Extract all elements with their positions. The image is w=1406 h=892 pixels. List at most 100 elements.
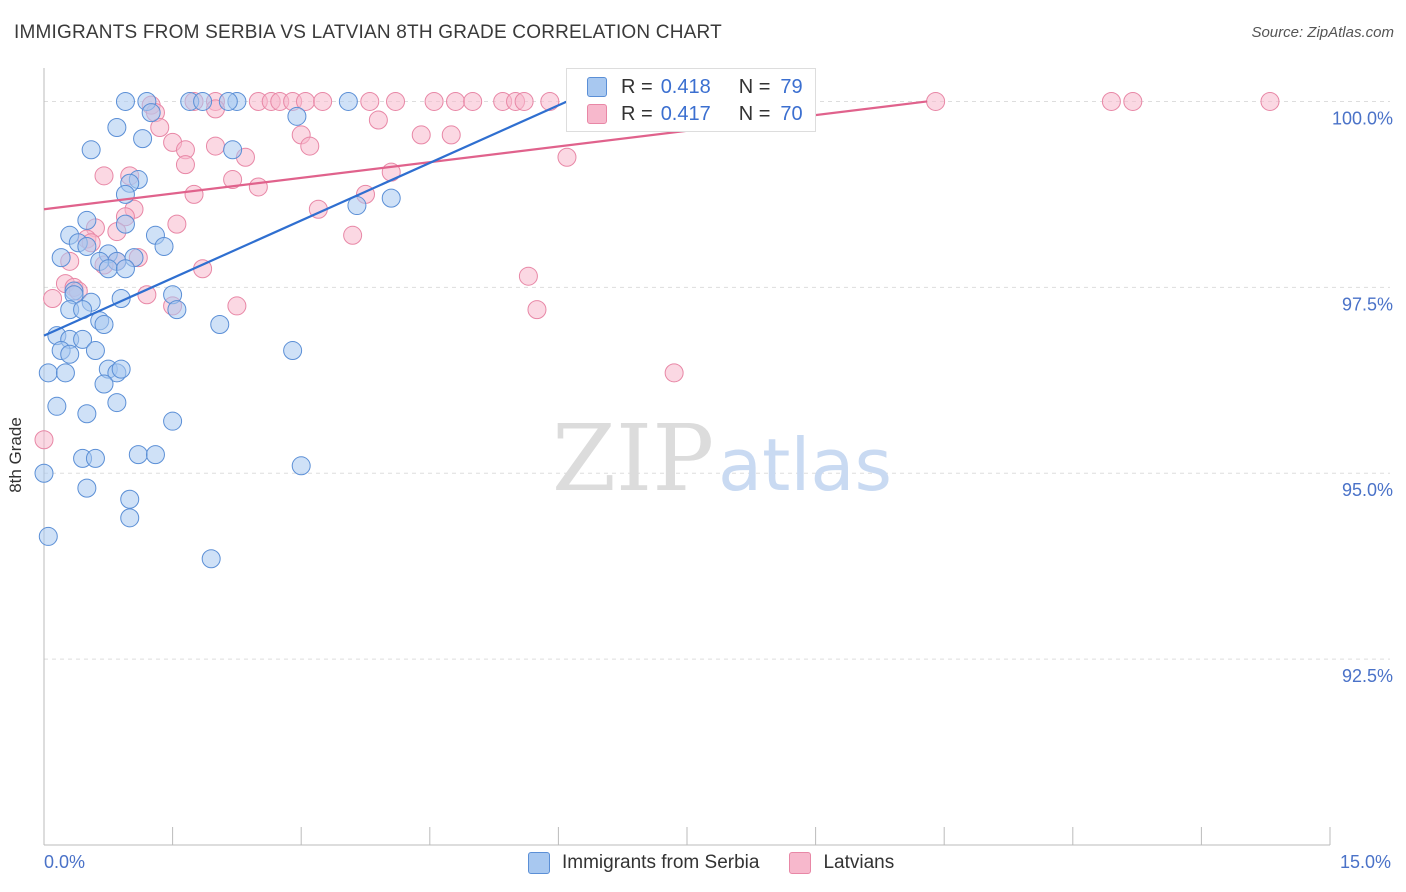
series-legend: Immigrants from Serbia Latvians xyxy=(528,852,924,874)
serbia-point xyxy=(34,463,54,483)
serbia-point xyxy=(338,91,358,111)
serbia-point xyxy=(94,374,114,394)
latvians-point xyxy=(463,91,483,111)
serbia-point xyxy=(111,359,131,379)
source-credit: Source: ZipAtlas.com xyxy=(1251,24,1394,41)
legend-row-latvians: R = 0.417 N = 70 xyxy=(587,102,803,126)
serbia-point xyxy=(107,117,127,137)
latvians-point xyxy=(223,170,243,190)
latvians-point xyxy=(514,91,534,111)
legend-label-serbia: Immigrants from Serbia xyxy=(562,852,760,873)
legend-swatch-blue xyxy=(587,77,607,97)
legend-n-value: 79 xyxy=(780,75,803,98)
latvians-point xyxy=(150,117,170,137)
y-tick-label: 97.5% xyxy=(1342,294,1393,314)
axes xyxy=(43,68,1331,846)
latvians-point xyxy=(313,91,333,111)
serbia-point xyxy=(120,489,140,509)
x-tick-label-min: 0.0% xyxy=(44,852,86,872)
serbia-point xyxy=(107,393,127,413)
latvians-point xyxy=(368,110,388,130)
serbia-point xyxy=(94,315,114,335)
serbia-point xyxy=(47,396,67,416)
latvians-point xyxy=(43,288,63,308)
serbia-point xyxy=(85,341,105,361)
serbia-point xyxy=(218,91,238,111)
serbia-point xyxy=(73,329,93,349)
y-tick-label: 95.0% xyxy=(1342,480,1393,500)
legend-r-label: R = xyxy=(621,75,653,98)
serbia-point xyxy=(77,236,97,256)
serbia-point xyxy=(381,188,401,208)
latvians-point xyxy=(557,147,577,167)
serbia-point xyxy=(115,214,135,234)
serbia-point xyxy=(51,248,71,268)
serbia-point xyxy=(145,445,165,465)
latvians-point xyxy=(540,91,560,111)
serbia-point xyxy=(210,315,230,335)
serbia-point xyxy=(115,259,135,279)
serbia-point xyxy=(167,300,187,320)
serbia-point xyxy=(81,140,101,160)
latvians-point xyxy=(360,91,380,111)
serbia-point xyxy=(60,344,80,364)
serbia-point xyxy=(115,91,135,111)
legend-n-label: N = xyxy=(738,102,771,125)
legend-n-label: N = xyxy=(738,75,771,98)
serbia-point xyxy=(283,341,303,361)
serbia-point xyxy=(163,411,183,431)
serbia-point xyxy=(38,526,58,546)
legend-swatch-blue xyxy=(528,852,550,874)
y-tick-label: 92.5% xyxy=(1342,666,1393,686)
y-tick-label: 100.0% xyxy=(1332,108,1393,128)
watermark-atlas: atlas xyxy=(718,423,892,507)
chart-title: IMMIGRANTS FROM SERBIA VS LATVIAN 8TH GR… xyxy=(14,22,722,43)
latvians-point xyxy=(1123,91,1143,111)
latvians-point xyxy=(1260,91,1280,111)
latvians-point xyxy=(343,225,363,245)
legend-item-latvians[interactable]: Latvians xyxy=(789,852,894,874)
serbia-point xyxy=(120,508,140,528)
legend-r-value: 0.417 xyxy=(660,102,711,125)
serbia-point xyxy=(201,549,221,569)
latvians-point xyxy=(248,177,268,197)
latvians-point xyxy=(446,91,466,111)
serbia-point xyxy=(77,478,97,498)
serbia-point xyxy=(77,404,97,424)
serbia-point xyxy=(223,140,243,160)
x-tick-label-max: 15.0% xyxy=(1340,852,1392,872)
serbia-point xyxy=(38,363,58,383)
latvians-point xyxy=(926,91,946,111)
legend-n-value: 70 xyxy=(780,102,803,125)
serbia-point xyxy=(77,210,97,230)
latvians-point xyxy=(386,91,406,111)
watermark-zip: ZIP xyxy=(552,405,714,512)
y-tick-labels: 92.5% 95.0% 97.5% 100.0% xyxy=(1332,108,1393,686)
legend-r-label: R = xyxy=(621,102,653,125)
latvians-point xyxy=(300,136,320,156)
serbia-point xyxy=(133,129,153,149)
latvians-point xyxy=(175,155,195,175)
latvians-point xyxy=(411,125,431,145)
serbia-point xyxy=(98,259,118,279)
latvians-point xyxy=(1101,91,1121,111)
legend-label-latvians: Latvians xyxy=(823,852,895,873)
stats-legend: R = 0.418 N = 79 R = 0.417 N = 70 xyxy=(566,68,816,132)
legend-swatch-pink xyxy=(789,852,812,874)
latvians-point xyxy=(664,363,684,383)
legend-item-serbia[interactable]: Immigrants from Serbia xyxy=(528,852,759,874)
serbia-point xyxy=(193,91,213,111)
legend-r-value: 0.418 xyxy=(660,75,711,98)
latvians-point xyxy=(205,136,225,156)
latvians-point xyxy=(441,125,461,145)
latvians-point xyxy=(94,166,114,186)
latvians-point xyxy=(34,430,54,450)
serbia-point xyxy=(55,363,75,383)
serbia-point xyxy=(287,106,307,126)
serbia-point xyxy=(291,456,311,476)
latvians-point xyxy=(227,296,247,316)
serbia-point xyxy=(85,448,105,468)
latvians-point xyxy=(424,91,444,111)
serbia-point xyxy=(128,445,148,465)
